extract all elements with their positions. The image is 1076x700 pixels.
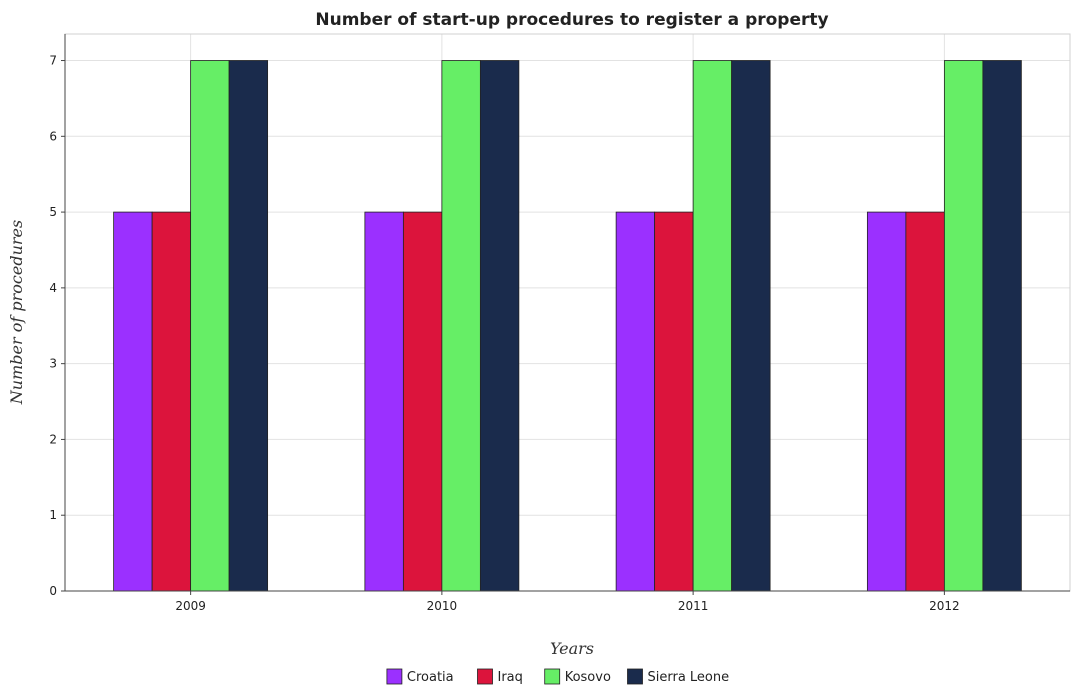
axes: [64, 33, 1071, 592]
bar-iraq-2010: [402, 211, 443, 592]
legend-swatch-iraq: [477, 668, 493, 685]
x-tick-label: 2012: [929, 599, 960, 613]
bar-kosovo-2009: [190, 60, 230, 592]
bar-kosovo-2012: [943, 60, 984, 592]
legend-swatch-kosovo: [544, 668, 561, 685]
y-tick-label: 3: [49, 357, 57, 371]
bar-sierra-leone-2010: [479, 60, 520, 592]
y-tick-label: 1: [49, 508, 57, 522]
y-tick-label: 4: [49, 281, 57, 295]
y-tick-label: 0: [49, 584, 57, 598]
y-tick-label: 2: [49, 432, 57, 446]
x-tick-label: 2009: [175, 599, 206, 613]
bar-croatia-2009: [113, 211, 153, 592]
legend-label: Kosovo: [565, 670, 611, 685]
bar-sierra-leone-2011: [731, 60, 771, 592]
legend-label: Croatia: [407, 670, 454, 685]
legend: Croatia Iraq Kosovo Sierra Leone: [386, 668, 730, 685]
y-tick-labels: 0 1 2 3 4 5 6 7: [49, 54, 65, 598]
x-tick-label: 2010: [427, 599, 458, 613]
x-tick-labels: 2009 2010 2011 2012: [175, 591, 960, 613]
bar-croatia-2010: [364, 211, 404, 592]
bar-iraq-2012: [905, 211, 945, 592]
legend-swatch-croatia: [386, 668, 403, 685]
bar-sierra-leone-2009: [228, 60, 269, 592]
bar-croatia-2012: [866, 211, 907, 592]
y-tick-label: 6: [49, 129, 57, 143]
bars: [113, 60, 1022, 592]
x-tick-label: 2011: [678, 599, 709, 613]
bar-kosovo-2010: [441, 60, 481, 592]
bar-kosovo-2011: [692, 60, 733, 592]
x-axis-label: Years: [550, 639, 594, 658]
chart-title: Number of start-up procedures to registe…: [315, 10, 828, 30]
legend-label: Sierra Leone: [648, 670, 730, 685]
y-tick-label: 7: [49, 54, 57, 68]
bar-iraq-2011: [654, 211, 694, 592]
y-tick-label: 5: [49, 205, 57, 219]
y-axis-label: Number of procedures: [7, 220, 26, 405]
legend-label: Iraq: [498, 670, 523, 685]
legend-swatch-sierra-leone: [627, 668, 643, 685]
bar-iraq-2009: [151, 211, 192, 592]
bar-croatia-2011: [615, 211, 656, 592]
bar-sierra-leone-2012: [982, 60, 1022, 592]
